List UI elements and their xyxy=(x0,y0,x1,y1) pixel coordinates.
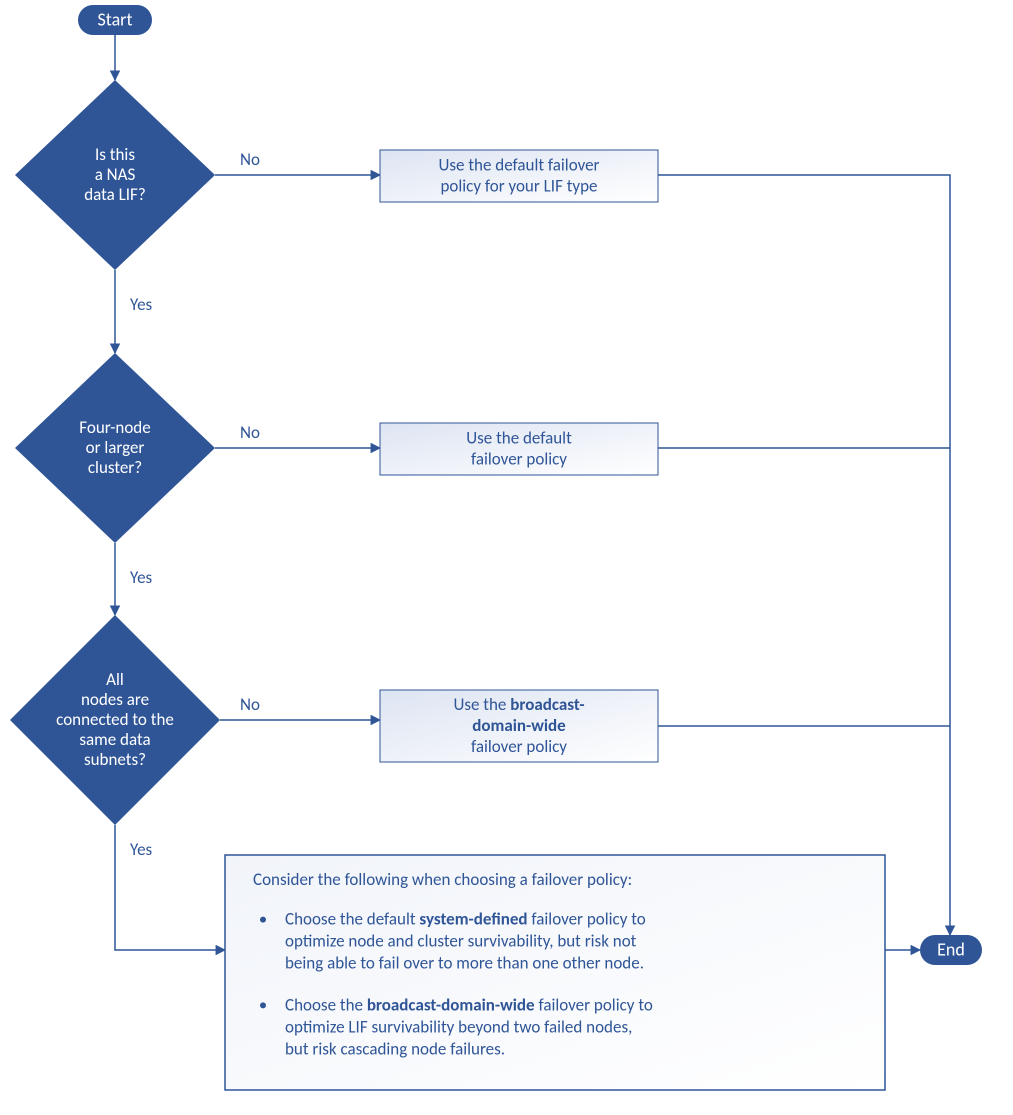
edge-label: No xyxy=(240,422,260,443)
edge-label: No xyxy=(240,694,260,715)
info-considerations-bullet-text: but risk cascading node failures. xyxy=(285,1038,505,1059)
decision-nas-lif-text: a NAS xyxy=(95,164,136,185)
start-terminal-label: Start xyxy=(97,8,132,30)
bullet-icon xyxy=(260,917,266,923)
info-considerations-bullet-text: Choose the broadcast-domain-wide failove… xyxy=(285,994,653,1015)
nodes-layer: Start End Is thisa NASdata LIF? Four-nodeor… xyxy=(10,5,982,1090)
decision-four-node-text: Four-node xyxy=(79,417,150,438)
process-broadcast-domain-text: Use the broadcast- xyxy=(453,694,584,715)
info-considerations-bullet-text: Choose the default system-defined failov… xyxy=(285,909,646,930)
process-broadcast-domain-text: domain-wide xyxy=(472,715,566,736)
decision-nas-lif-text: data LIF? xyxy=(84,184,146,205)
decision-same-subnets-text: subnets? xyxy=(84,749,146,770)
info-considerations-bullet-text: optimize LIF survivability beyond two fa… xyxy=(285,1016,632,1037)
bullet-icon xyxy=(260,1002,266,1008)
decision-four-node-text: cluster? xyxy=(88,457,142,478)
decision-same-subnets-text: All xyxy=(106,669,124,690)
info-considerations-bullet-text: being able to fail over to more than one… xyxy=(285,953,644,974)
end-terminal-label: End xyxy=(937,938,965,960)
process-default-policy-text: Use the default xyxy=(466,428,572,449)
edge-label: Yes xyxy=(130,839,153,860)
decision-same-subnets-text: same data xyxy=(79,729,150,750)
edge-p1-bus xyxy=(658,175,950,935)
info-considerations-header: Consider the following when choosing a f… xyxy=(253,869,632,890)
process-broadcast-domain-text: failover policy xyxy=(471,736,567,757)
process-default-policy-text: failover policy xyxy=(471,449,567,470)
edge-label: No xyxy=(240,149,260,170)
decision-same-subnets-text: connected to the xyxy=(56,709,174,730)
process-default-lif-type-text: Use the default failover xyxy=(439,155,600,176)
edge-label: Yes xyxy=(130,567,153,588)
decision-same-subnets-text: nodes are xyxy=(81,689,149,710)
decision-four-node-text: or larger xyxy=(86,437,145,458)
decision-nas-lif-text: Is this xyxy=(95,144,135,165)
process-default-lif-type-text: policy for your LIF type xyxy=(440,176,597,197)
info-considerations-bullet-text: optimize node and cluster survivability,… xyxy=(285,931,637,952)
edge-label: Yes xyxy=(130,294,153,315)
